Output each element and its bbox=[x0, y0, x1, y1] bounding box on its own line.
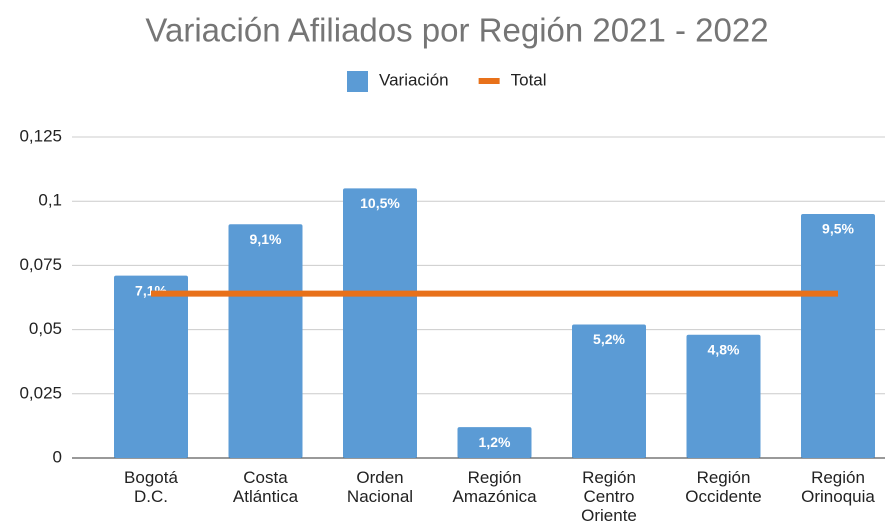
y-tick-label: 0,1 bbox=[38, 191, 62, 210]
bar bbox=[228, 224, 303, 458]
legend-label: Variación bbox=[379, 70, 449, 89]
data-label: 9,5% bbox=[822, 221, 854, 237]
x-tick-label: Orden Nacional bbox=[346, 468, 414, 506]
chart-title: Variación Afiliados por Región 2021 - 20… bbox=[145, 12, 768, 49]
y-tick-label: 0,025 bbox=[19, 383, 62, 402]
data-label: 10,5% bbox=[360, 195, 400, 211]
bar bbox=[686, 334, 761, 458]
x-tick-label: Región Orinoquia bbox=[801, 468, 875, 506]
legend-label: Total bbox=[511, 70, 547, 89]
legend-swatch bbox=[347, 71, 368, 92]
x-tick-label: Costa Atlántica bbox=[232, 468, 299, 506]
y-tick-label: 0 bbox=[53, 447, 62, 466]
data-label: 5,2% bbox=[593, 331, 625, 347]
bar bbox=[801, 214, 875, 458]
x-tick-label: Región Occidente bbox=[685, 468, 762, 506]
data-label: 9,1% bbox=[250, 231, 282, 247]
data-label: 4,8% bbox=[708, 341, 740, 357]
bar bbox=[114, 275, 188, 458]
x-tick-label: Región Amazónica bbox=[452, 468, 537, 506]
data-label: 1,2% bbox=[479, 434, 511, 450]
y-tick-label: 0,05 bbox=[29, 319, 62, 338]
x-tick-label: Región Centro Oriente bbox=[581, 468, 637, 525]
y-tick-label: 0,075 bbox=[19, 255, 62, 274]
bar bbox=[572, 324, 646, 458]
x-tick-label: Bogotá D.C. bbox=[124, 468, 178, 506]
y-tick-label: 0,125 bbox=[19, 126, 62, 145]
bar bbox=[457, 427, 532, 458]
bar bbox=[343, 188, 417, 459]
